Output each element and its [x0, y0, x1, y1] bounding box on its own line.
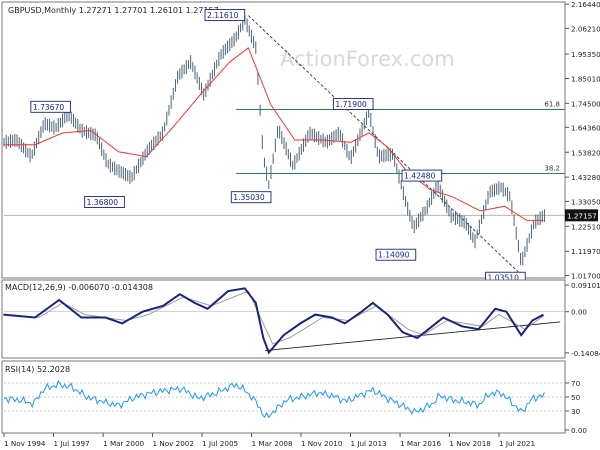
price-annotation-box	[204, 9, 246, 22]
rsi-line	[3, 379, 545, 419]
rsi-panel: RSI(14) 52.2028 70 50 30 0.00	[1, 360, 587, 435]
x-tick-label: 1 Jul 2005	[202, 439, 238, 448]
price-annotation-box	[230, 191, 272, 204]
x-tick-label: 1 Mar 2000	[103, 439, 144, 448]
x-tick-label: 1 Mar 2016	[400, 439, 441, 448]
price-annotation-box	[84, 196, 125, 208]
rsi-ytick-label: 30	[571, 407, 581, 416]
x-axis: 1 Nov 1994 1 Jul 1997 1 Mar 2000 1 Nov 2002…	[3, 433, 535, 448]
price-annotation-label: 1.71900	[335, 100, 367, 109]
watermark: ActionForex.com	[280, 47, 455, 71]
rsi-panel-frame	[1, 360, 566, 434]
macd-line	[3, 287, 544, 355]
x-tick-label: 1 Mar 2008	[252, 439, 293, 448]
moving-average-line	[3, 47, 544, 221]
price-annotation-label: 1.42480	[404, 172, 436, 181]
price-ytick-label: 1.33050	[571, 197, 600, 206]
price-annotation-box	[375, 248, 417, 261]
price-ytick-label: 1.95350	[571, 50, 600, 59]
price-annotation-label: 1.14090	[378, 251, 410, 260]
macd-panel-frame	[1, 279, 566, 359]
current-price-tag	[565, 209, 598, 222]
macd-title: MACD(12,26,9) -0.006070 -0.014308	[5, 283, 153, 292]
x-tick-label: 1 Jul 2013	[350, 439, 386, 448]
price-annotation-label: 1.36800	[87, 198, 119, 207]
price-annotation-label: 1.03510	[488, 274, 520, 283]
price-ytick-label: 1.01700	[571, 272, 600, 281]
rsi-ytick-label: 0.00	[571, 426, 587, 435]
x-tick-label: 1 Jul 1997	[54, 439, 90, 448]
price-ytick-label: 1.43280	[571, 173, 600, 182]
fib-level-label: 61.8	[544, 100, 560, 108]
rsi-ytick-label: 70	[571, 379, 581, 388]
price-ytick-label: 1.74500	[571, 99, 600, 108]
price-ytick-label: 1.64360	[571, 123, 600, 132]
price-trendline	[248, 15, 522, 276]
current-price-label: 1.27157	[567, 211, 597, 220]
price-ytick-label: 2.16440	[571, 0, 600, 9]
price-ytick-label: 1.22510	[571, 222, 600, 231]
x-tick-label: 1 Nov 1994	[4, 439, 46, 448]
macd-ytick-label: -0.140843	[571, 349, 600, 358]
price-ytick-label: 2.06210	[571, 24, 600, 33]
macd-ytick-label: 0.091015	[571, 281, 600, 290]
x-tick-label: 1 Jul 2021	[499, 439, 535, 448]
price-annotation-box	[332, 98, 374, 110]
fib-level-label: 38.2	[544, 164, 560, 172]
price-annotation-label: 1.35030	[233, 193, 265, 202]
price-annotation-label: 1.73670	[33, 103, 65, 112]
macd-panel: MACD(12,26,9) -0.006070 -0.014308 0.0910…	[1, 279, 600, 359]
x-tick-label: 1 Nov 2010	[301, 439, 343, 448]
rsi-title: RSI(14) 52.2028	[5, 365, 70, 374]
macd-ytick-label: 0.00	[571, 308, 587, 317]
price-ytick-label: 1.85010	[571, 74, 600, 83]
x-tick-label: 1 Nov 2018	[449, 439, 491, 448]
rsi-ytick-label: 50	[571, 393, 581, 402]
price-ytick-label: 1.11970	[571, 247, 600, 256]
price-ytick-label: 1.53820	[571, 148, 600, 157]
price-annotation-box	[401, 169, 443, 182]
x-tick-label: 1 Nov 2002	[152, 439, 193, 448]
price-header: GBPUSD,Monthly 1.27271 1.27701 1.26101 1…	[8, 6, 219, 15]
price-annotation-box	[30, 100, 71, 113]
price-annotation-label: 2.11610	[207, 11, 239, 20]
price-panel: ActionForex.com GBPUSD,Monthly 1.27271 1…	[1, 0, 600, 284]
